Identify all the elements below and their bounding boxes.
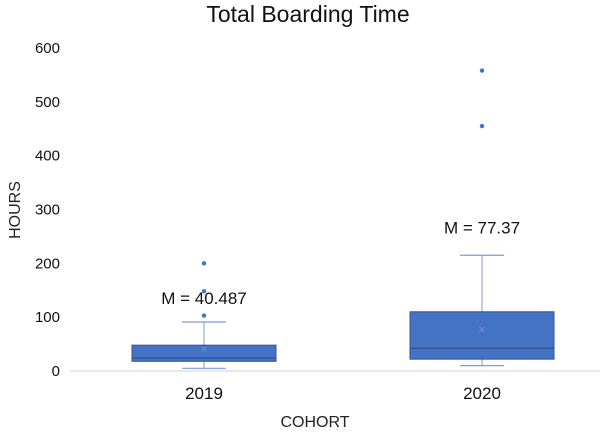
mean-annotation: M = 77.37 <box>444 218 520 237</box>
x-axis-title: COHORT <box>280 414 349 431</box>
outlier-point <box>201 261 207 266</box>
mean-marker <box>201 346 207 353</box>
y-tick-label: 200 <box>35 255 60 272</box>
x-tick-label: 2020 <box>463 384 501 403</box>
mean-annotation: M = 40.487 <box>161 289 247 308</box>
chart-title: Total Boarding Time <box>206 1 409 27</box>
y-tick-label: 400 <box>35 148 60 165</box>
y-tick-label: 0 <box>52 363 60 380</box>
outlier-point <box>479 123 485 129</box>
outlier-point <box>479 68 485 73</box>
mean-marker <box>479 326 485 333</box>
y-tick-label: 600 <box>35 40 60 57</box>
box-iqr <box>409 311 555 360</box>
x-tick-label: 2019 <box>185 384 223 403</box>
outlier-point <box>201 289 207 294</box>
y-tick-label: 300 <box>35 202 60 219</box>
y-tick-label: 500 <box>35 94 60 111</box>
plot-area: 0 100 200 300 400 500 600 M = 40.487 2019 M = 77.… <box>35 40 600 403</box>
box-iqr <box>131 344 277 362</box>
y-axis-title: HOURS <box>7 181 24 239</box>
y-tick-label: 100 <box>35 309 60 326</box>
outlier-point <box>201 313 207 318</box>
